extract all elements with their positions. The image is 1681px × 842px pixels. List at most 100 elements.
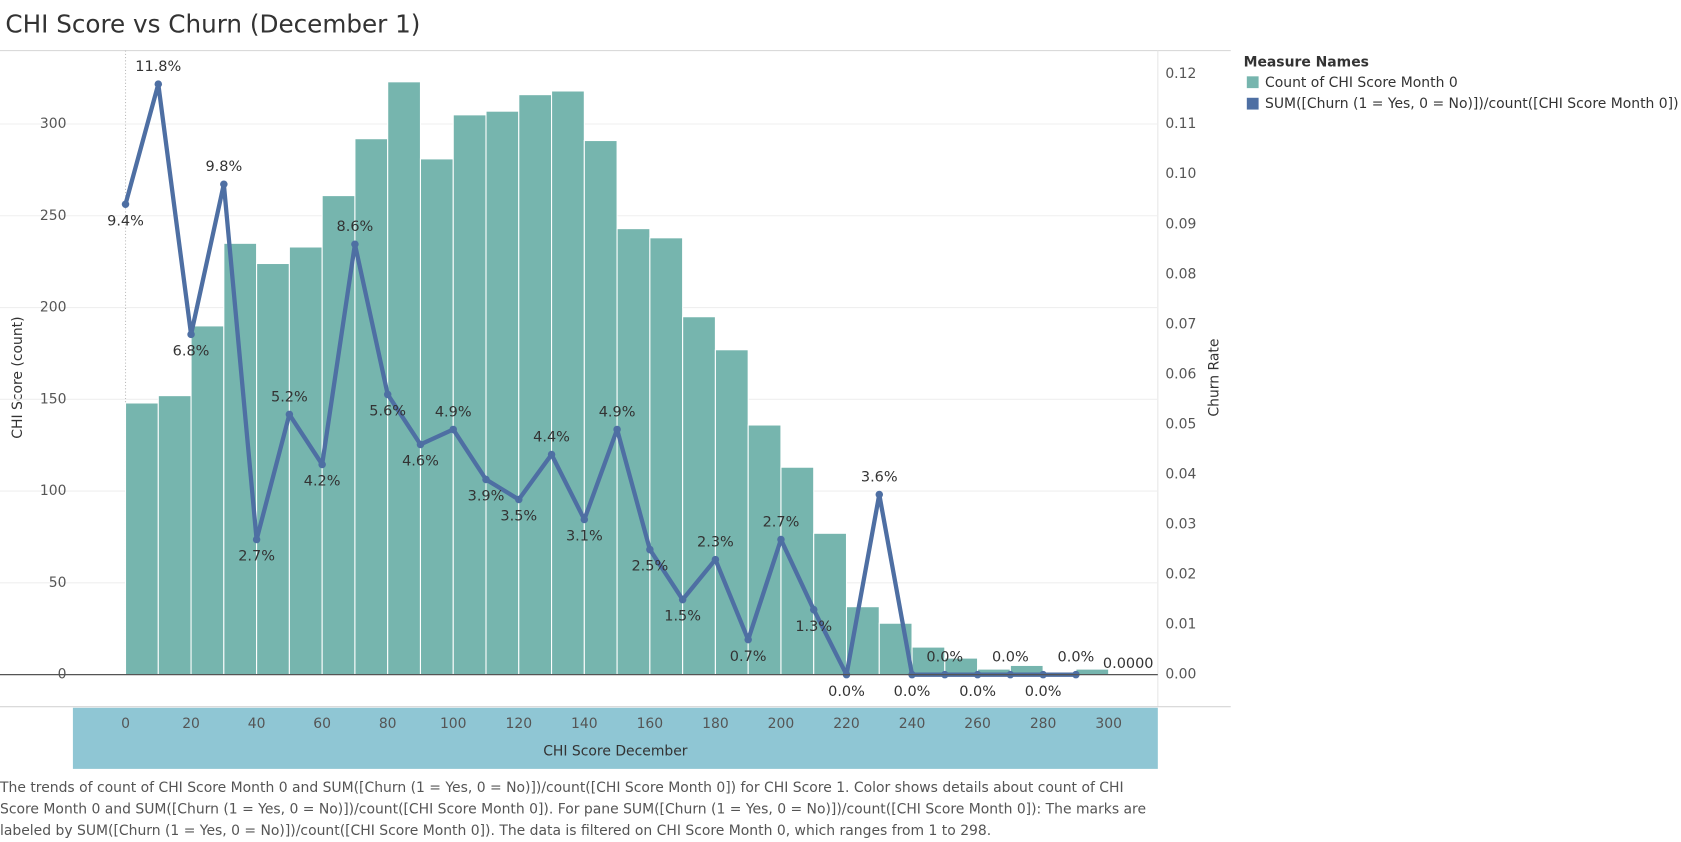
bar	[387, 81, 421, 676]
y-tick-label: 150	[40, 391, 67, 407]
point	[547, 450, 556, 459]
data-label: 0.0%	[1058, 650, 1095, 666]
data-label: 2.7%	[238, 549, 275, 565]
point	[154, 80, 163, 88]
y-tick-label: 300	[40, 116, 67, 132]
data-label: 3.6%	[861, 469, 898, 485]
x-axis-band	[72, 707, 1158, 769]
data-label: 5.2%	[271, 389, 308, 405]
point	[220, 180, 228, 188]
x-tick-label: 120	[505, 716, 532, 732]
bar	[124, 402, 159, 676]
caption-line: labeled by SUM([Churn (1 = Yes, 0 = No)]…	[0, 823, 991, 839]
bar	[551, 90, 585, 676]
y-tick-label: 200	[40, 300, 67, 316]
point	[482, 475, 490, 484]
point	[121, 200, 130, 208]
x-tick-label: 300	[1095, 716, 1122, 732]
y2-axis-title: Churn Rate	[1207, 339, 1223, 417]
bar	[682, 316, 716, 676]
chart-title: CHI Score vs Churn (December 1)	[5, 9, 420, 38]
y2-tick-label: 0.02	[1165, 567, 1196, 583]
point	[678, 595, 687, 604]
data-label: 9.4%	[107, 213, 144, 229]
x-tick-label: 220	[833, 716, 860, 732]
data-label: 1.3%	[795, 619, 832, 635]
legend-title: Measure Names	[1244, 54, 1369, 70]
point	[875, 490, 884, 499]
point	[351, 240, 359, 249]
data-label: 2.3%	[697, 534, 734, 550]
point	[809, 605, 818, 614]
point	[580, 515, 589, 524]
y-tick-label: 100	[40, 483, 67, 499]
y2-tick-label: 0.07	[1165, 316, 1196, 332]
y2-tick-label: 0.00	[1165, 667, 1196, 683]
y2-tick-label: 0.05	[1165, 416, 1196, 432]
data-label: 9.8%	[205, 159, 242, 175]
point	[318, 460, 326, 469]
data-label: 4.6%	[402, 454, 439, 470]
point	[711, 555, 720, 564]
data-label: 4.2%	[304, 474, 341, 490]
data-label: 0.0%	[1025, 684, 1062, 700]
bar	[157, 395, 192, 676]
bar	[813, 532, 848, 676]
data-label: 5.6%	[369, 404, 406, 420]
point	[187, 330, 195, 339]
y2-tick-label: 0.04	[1165, 466, 1196, 482]
y2-tick-label: 0.10	[1165, 166, 1196, 182]
y2-tick-label: 0.06	[1165, 366, 1196, 382]
data-label: 0.0%	[828, 684, 865, 700]
y2-tick-label: 0.12	[1165, 66, 1196, 82]
legend-swatch	[1246, 97, 1259, 110]
x-tick-label: 100	[440, 716, 467, 732]
x-tick-label: 260	[964, 716, 991, 732]
bar	[223, 242, 258, 676]
data-label: 1.5%	[664, 609, 701, 625]
x-tick-label: 200	[768, 716, 795, 732]
data-label: 0.0%	[894, 684, 931, 700]
caption-line: Score Month 0 and SUM([Churn (1 = Yes, 0…	[0, 802, 1146, 818]
data-label: 0.0%	[992, 650, 1029, 666]
data-label: 2.7%	[763, 514, 800, 530]
data-label: 2.5%	[631, 559, 668, 575]
x-tick-label: 140	[571, 716, 598, 732]
legend-label: SUM([Churn (1 = Yes, 0 = No)])/count([CH…	[1265, 96, 1678, 112]
bar	[190, 325, 225, 676]
y2-tick-label: 0.03	[1165, 517, 1196, 533]
data-label: 3.9%	[468, 489, 505, 505]
y2-tick-label: 0.01	[1165, 617, 1196, 633]
y2-tick-label: 0.08	[1165, 266, 1196, 282]
data-label: 3.5%	[500, 509, 537, 525]
x-tick-label: 280	[1030, 716, 1057, 732]
point	[613, 425, 621, 434]
x-tick-label: 0	[121, 716, 130, 732]
data-label: 11.8%	[135, 59, 181, 75]
y-tick-label: 50	[49, 575, 67, 591]
point	[285, 410, 294, 419]
legend-swatch	[1246, 76, 1259, 89]
y-tick-label: 250	[40, 208, 67, 224]
point	[252, 535, 261, 544]
bar	[354, 138, 389, 676]
legend-label: Count of CHI Score Month 0	[1265, 75, 1458, 91]
data-label: 4.4%	[533, 429, 570, 445]
data-label: 0.7%	[730, 649, 767, 665]
bar	[485, 110, 520, 676]
point	[416, 440, 425, 449]
point	[515, 495, 523, 504]
y2-tick-label: 0.11	[1165, 116, 1196, 132]
point	[744, 635, 752, 644]
x-tick-label: 40	[248, 716, 266, 732]
data-label: 6.8%	[173, 344, 210, 360]
bar	[452, 114, 487, 676]
x-tick-label: 60	[313, 716, 331, 732]
bar	[419, 158, 454, 676]
data-label: 3.1%	[566, 529, 603, 545]
x-axis-title: CHI Score December	[543, 744, 688, 760]
x-tick-label: 20	[182, 716, 200, 732]
point	[777, 535, 785, 544]
